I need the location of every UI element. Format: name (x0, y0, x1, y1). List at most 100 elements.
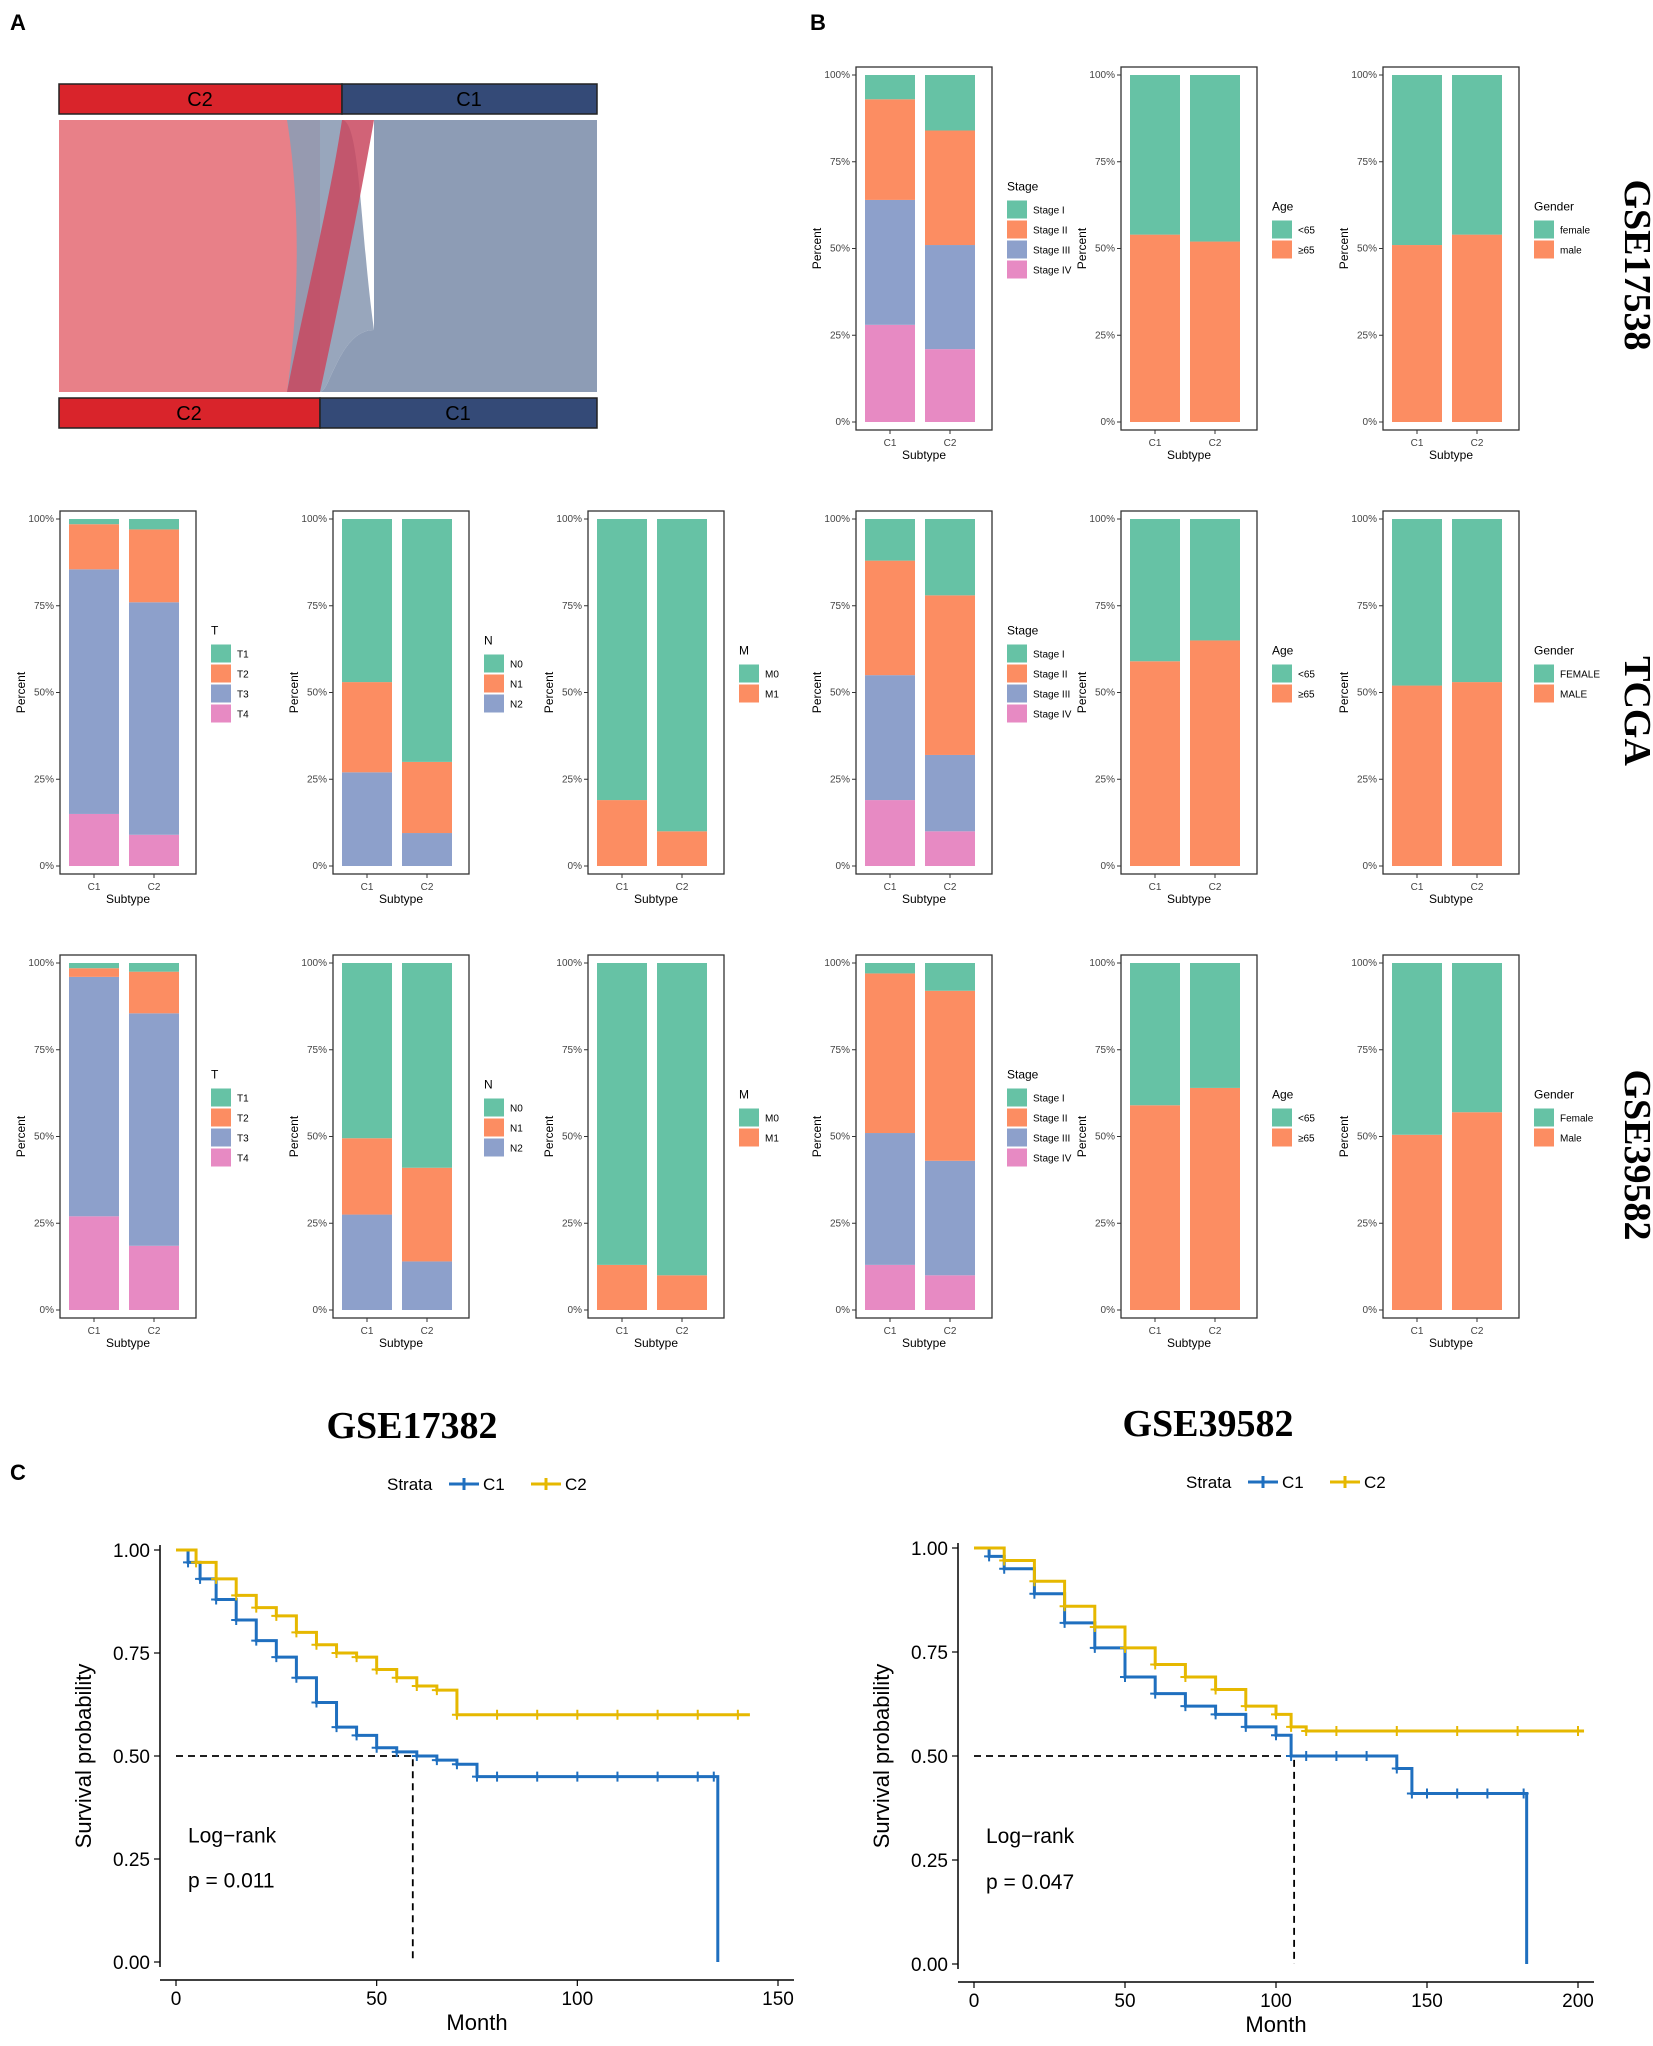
bar-segment--65-c2 (1190, 241, 1240, 422)
x-axis-label: Subtype (1167, 1336, 1211, 1350)
km-curve-c2 (974, 1546, 1585, 1733)
y-tick-label: 100% (301, 514, 327, 525)
y-tick-label: 25% (562, 774, 582, 785)
legend-label: Female (1560, 1114, 1594, 1125)
y-tick-label: 25% (1357, 1218, 1377, 1229)
bar-segment-male-c1 (1392, 1134, 1442, 1310)
legend-title: Stage (1007, 624, 1039, 638)
legend-swatch (1272, 1128, 1292, 1147)
bar-segment-stage-ii-c1 (865, 973, 915, 1134)
bar-segment-stage-ii-c2 (925, 990, 975, 1161)
legend-title: Age (1272, 200, 1294, 214)
legend-label: M0 (765, 1114, 779, 1125)
censor-mark (1180, 1701, 1191, 1712)
x-tick-label: 200 (1562, 1991, 1594, 2012)
y-tick-label: 100% (1089, 70, 1115, 81)
x-tick-label: C1 (1411, 882, 1424, 893)
bar-segment-stage-iv-c2 (925, 349, 975, 422)
sankey-diagram: C2 C1 C2 C1 (58, 83, 598, 429)
legend-label: T1 (237, 1094, 249, 1105)
bar-segment-male-c2 (1452, 234, 1502, 422)
y-tick-label: 25% (830, 774, 850, 785)
legend-swatch (211, 684, 231, 703)
y-axis-label: Percent (287, 1115, 301, 1157)
y-tick-label: 50% (1095, 688, 1115, 699)
legend-swatch (739, 684, 759, 703)
x-tick-label: 100 (561, 1989, 593, 2010)
legend-label: M1 (765, 1134, 779, 1145)
censor-mark (1286, 1751, 1297, 1761)
x-tick-label: C2 (1471, 882, 1484, 893)
x-tick-label: C1 (1149, 438, 1162, 449)
censor-mark (391, 1746, 402, 1757)
y-tick-label: 50% (1357, 244, 1377, 255)
censor-mark (612, 1771, 623, 1782)
bar-segment--65-c1 (1130, 661, 1180, 866)
y-tick-label: 100% (1089, 958, 1115, 969)
x-axis-label: Subtype (379, 892, 423, 906)
censor-mark (1271, 1709, 1281, 1720)
y-tick-label: 0% (1101, 417, 1116, 428)
sankey-top-c2-bar (58, 83, 343, 115)
censor-mark (1391, 1726, 1402, 1737)
bar-segment-stage-ii-c2 (925, 595, 975, 755)
y-tick-label: 25% (307, 774, 327, 785)
legend-title: T (211, 1068, 219, 1082)
bar-segment-m0-c2 (657, 963, 707, 1276)
legend-label: MALE (1560, 690, 1588, 701)
censor-mark (492, 1709, 503, 1720)
x-tick-label: C2 (944, 438, 957, 449)
censor-mark (1029, 1588, 1040, 1599)
legend-swatch (211, 704, 231, 723)
y-tick-label: 0% (836, 1305, 851, 1316)
legend-label: FEMALE (1560, 670, 1600, 681)
y-tick-label: 50% (830, 688, 850, 699)
legend-swatch (1272, 664, 1292, 683)
legend-swatch (1007, 1148, 1027, 1167)
x-axis-label: Subtype (902, 448, 946, 462)
legend-key-c1 (449, 1478, 479, 1490)
row-label-tcga: TCGA (1616, 656, 1653, 766)
y-axis-label: Percent (542, 1115, 556, 1157)
censor-mark (195, 1573, 206, 1584)
km-plot-gse17382: 0.00 0.25 0.50 0.75 1.00 0 50 100 150 Month Surviv… (71, 1475, 794, 2035)
legend-label: T2 (237, 670, 249, 681)
y-tick-label: 0.75 (113, 1644, 150, 1665)
censor-mark (492, 1771, 503, 1782)
bar-segment--65-c1 (1130, 519, 1180, 662)
legend-label: Stage II (1033, 226, 1067, 237)
bar-segment-female-c2 (1452, 75, 1502, 235)
bar-segment-t1-c2 (129, 963, 179, 972)
bar-segment-stage-ii-c2 (925, 130, 975, 246)
legend-swatch (1007, 704, 1027, 723)
y-axis-label: Percent (1075, 227, 1089, 269)
legend-swatch (1272, 1108, 1292, 1127)
legend-label: Stage IV (1033, 1154, 1072, 1165)
censor-mark (451, 1759, 462, 1770)
legend-swatch (1007, 644, 1027, 663)
legend-swatch (484, 694, 504, 713)
legend-label: T2 (237, 1114, 249, 1125)
x-tick-label: C1 (1149, 882, 1162, 893)
y-tick-label: 75% (562, 601, 582, 612)
censor-mark (1150, 1659, 1161, 1670)
legend-swatch (484, 1118, 504, 1137)
y-axis-label: Percent (1337, 1115, 1351, 1157)
legend-label: <65 (1298, 670, 1315, 681)
bar-segment-m0-c1 (597, 963, 647, 1265)
legend-swatch (1007, 664, 1027, 683)
y-axis-label: Survival probability (71, 1664, 96, 1849)
censor-mark (451, 1709, 462, 1720)
censor-mark (1361, 1751, 1372, 1761)
x-tick-label: C2 (421, 882, 434, 893)
censor-mark (351, 1652, 362, 1663)
bar-segment-n1-c1 (342, 682, 392, 773)
censor-mark (231, 1615, 242, 1626)
y-tick-label: 75% (1357, 1045, 1377, 1056)
x-tick-label: C1 (1411, 438, 1424, 449)
legend-title: Stage (1007, 180, 1039, 194)
x-axis-label: Month (446, 2010, 507, 2035)
